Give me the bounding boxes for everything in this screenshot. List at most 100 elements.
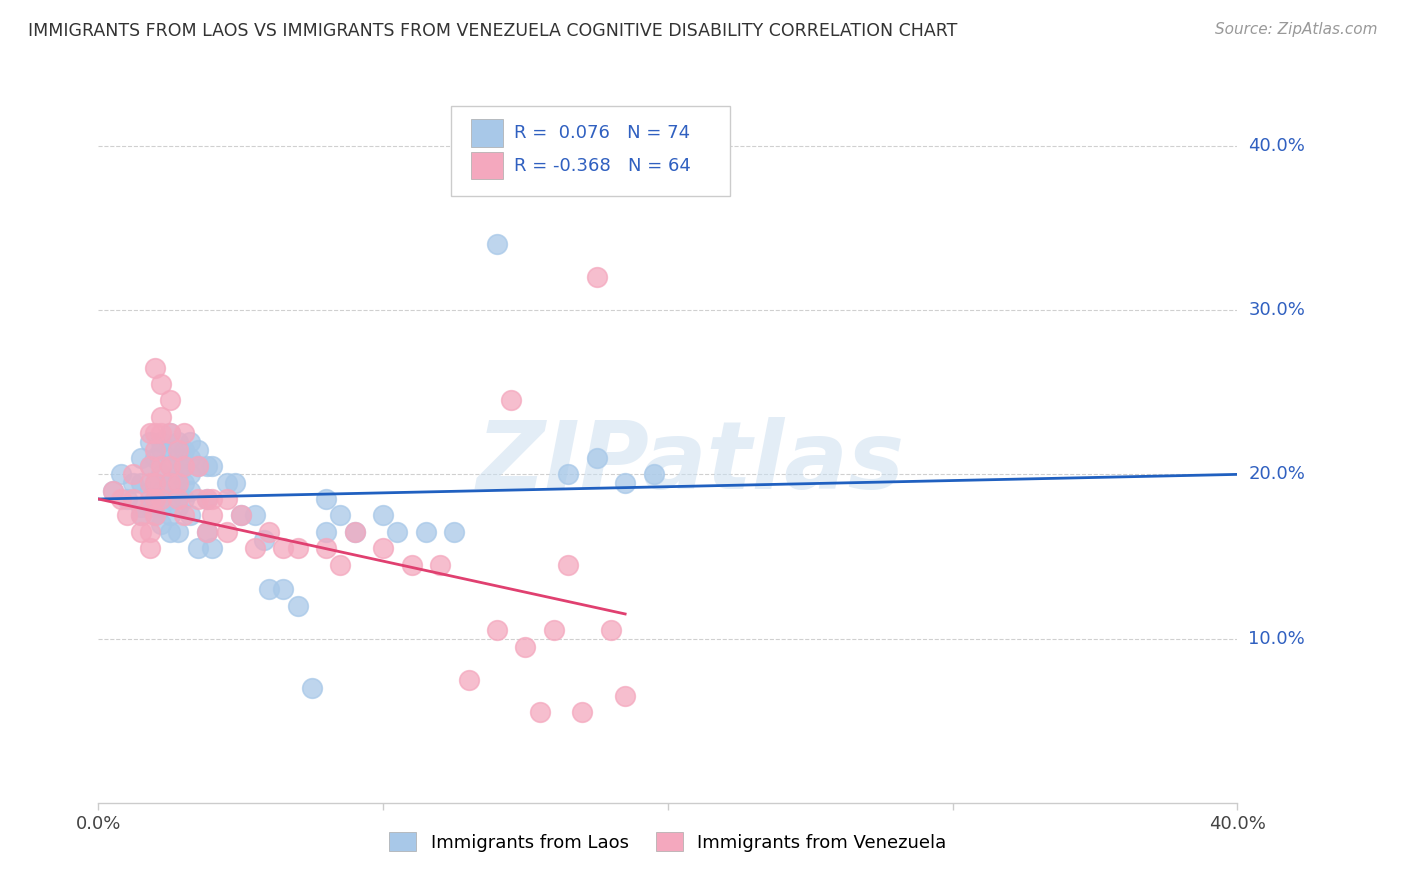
Point (159, 442, 181, 457)
Point (486, 237, 509, 252)
Point (614, 475, 637, 490)
Point (150, 483, 173, 498)
Point (159, 426, 181, 441)
Point (167, 450, 190, 465)
Text: 30.0%: 30.0% (1249, 301, 1305, 319)
Text: Source: ZipAtlas.com: Source: ZipAtlas.com (1215, 22, 1378, 37)
Point (150, 377, 173, 392)
Point (215, 491, 238, 506)
Point (201, 459, 224, 474)
Point (179, 483, 201, 498)
Point (159, 475, 181, 490)
Point (129, 508, 152, 523)
Point (129, 475, 152, 490)
Point (585, 450, 607, 465)
Point (215, 475, 238, 490)
FancyBboxPatch shape (471, 120, 503, 147)
Point (201, 491, 224, 506)
Point (145, 491, 167, 506)
Point (150, 459, 173, 474)
Point (167, 500, 190, 515)
Point (173, 475, 195, 490)
Point (159, 491, 181, 506)
Point (173, 459, 195, 474)
Text: R = -0.368   N = 64: R = -0.368 N = 64 (515, 156, 690, 175)
Point (138, 483, 160, 498)
Point (121, 491, 143, 506)
Point (150, 491, 173, 506)
Point (287, 599, 309, 613)
Point (167, 475, 190, 490)
Point (343, 524, 366, 539)
Point (457, 673, 479, 687)
Point (229, 508, 252, 523)
Point (121, 467, 143, 482)
Point (110, 491, 132, 506)
Point (167, 483, 190, 498)
Point (150, 500, 173, 515)
Point (150, 409, 173, 424)
Point (145, 508, 167, 523)
Point (121, 475, 143, 490)
Point (195, 491, 218, 506)
Point (585, 270, 607, 285)
Point (179, 467, 201, 482)
Point (329, 508, 352, 523)
Point (557, 467, 579, 482)
Point (159, 524, 181, 539)
Point (129, 450, 152, 465)
Point (243, 508, 266, 523)
Legend: Immigrants from Laos, Immigrants from Venezuela: Immigrants from Laos, Immigrants from Ve… (382, 825, 953, 859)
Point (173, 459, 195, 474)
Point (259, 524, 281, 539)
Point (315, 541, 337, 556)
Point (287, 541, 309, 556)
Point (167, 434, 190, 449)
Point (129, 500, 152, 515)
Point (195, 524, 218, 539)
Point (129, 508, 152, 523)
Point (387, 524, 409, 539)
Point (145, 475, 167, 490)
Point (614, 689, 637, 703)
Point (187, 459, 209, 474)
Point (301, 681, 323, 695)
Point (159, 459, 181, 474)
Point (138, 475, 160, 490)
Point (173, 442, 195, 457)
Point (529, 706, 551, 720)
Point (138, 500, 160, 515)
Point (224, 475, 246, 490)
Point (150, 426, 173, 441)
Point (150, 516, 173, 531)
Point (145, 508, 167, 523)
Point (179, 508, 201, 523)
Point (145, 426, 167, 441)
Point (195, 459, 218, 474)
Point (167, 467, 190, 482)
Point (415, 524, 437, 539)
Point (515, 640, 537, 654)
Point (138, 541, 160, 556)
Point (167, 491, 190, 506)
Text: 10.0%: 10.0% (1249, 630, 1305, 648)
Point (229, 508, 252, 523)
Point (138, 459, 160, 474)
Point (187, 541, 209, 556)
Text: 20.0%: 20.0% (1249, 466, 1305, 483)
Point (201, 541, 224, 556)
FancyBboxPatch shape (471, 152, 503, 179)
Point (101, 483, 124, 498)
Point (167, 524, 190, 539)
Point (486, 624, 509, 638)
Point (343, 524, 366, 539)
Point (138, 434, 160, 449)
FancyBboxPatch shape (451, 105, 731, 196)
Point (259, 582, 281, 597)
Point (129, 524, 152, 539)
Point (187, 459, 209, 474)
Point (429, 558, 451, 572)
Point (443, 524, 465, 539)
Point (329, 558, 352, 572)
Point (373, 508, 395, 523)
